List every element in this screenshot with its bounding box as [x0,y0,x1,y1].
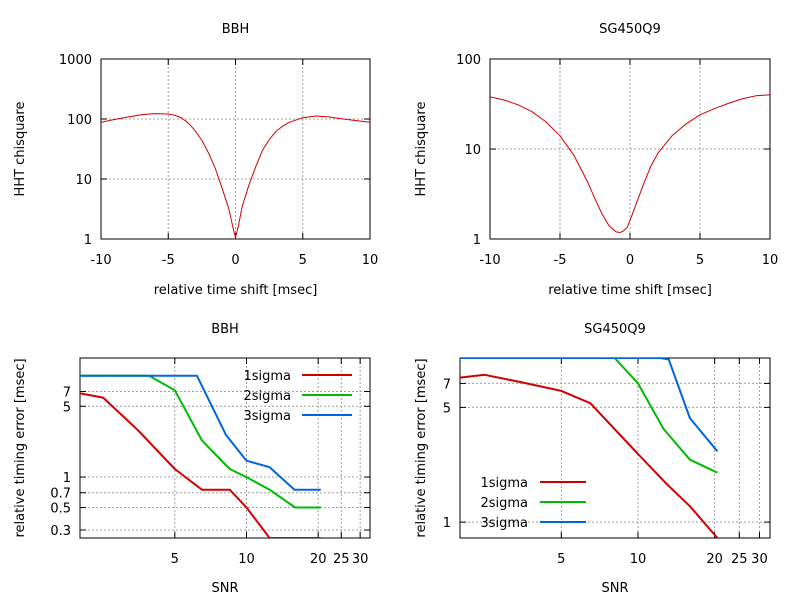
y-tick-label: 10 [75,173,92,188]
y-tick-label: 7 [63,386,71,401]
chart-panel-sg-timing: 5 10 20 25 30 1 5 7 1sigma 2sigma 3sigma SG450Q9 SNR… [414,322,771,596]
legend-label-3sigma: 3sigma [480,516,528,531]
x-tick-label: 25 [731,552,748,567]
x-axis-label: SNR [211,581,238,596]
legend-label-1sigma: 1sigma [480,476,528,491]
y-axis-label: relative timing error [msec] [414,358,429,537]
y-tick-label: 100 [67,113,92,128]
x-tick-label: 10 [762,253,779,268]
legend-label-2sigma: 2sigma [480,496,528,511]
y-tick-label: 5 [63,400,71,415]
x-tick-label: 10 [238,552,255,567]
y-tick-label: 1 [84,233,92,248]
series-line-chisquare [490,94,770,233]
x-tick-label: 0 [231,253,239,268]
y-axis-label: HHT chisquare [414,102,429,197]
y-tick-label: 1 [473,233,481,248]
chart-title: SG450Q9 [599,22,661,37]
x-tick-label: 5 [171,552,179,567]
legend-label-2sigma: 2sigma [243,389,291,404]
y-axis-label: HHT chisquare [13,102,28,197]
x-tick-label: -5 [162,253,175,268]
series-line-2sigma [80,374,321,509]
chart-title: SG450Q9 [584,322,646,337]
x-tick-label: -10 [90,253,111,268]
series-line-3sigma [460,358,719,452]
plot-frame [489,58,771,240]
legend-label-1sigma: 1sigma [243,369,291,384]
x-axis-label: relative time shift [msec] [154,283,318,298]
x-tick-label: 5 [299,253,307,268]
x-tick-label: 25 [333,552,350,567]
y-tick-label: 0.3 [50,524,71,539]
y-axis-label: relative timing error [msec] [13,358,28,537]
x-tick-label: 10 [630,552,647,567]
y-tick-label: 0.5 [50,502,71,517]
plot-frame [459,357,771,539]
x-tick-label: -5 [554,253,567,268]
chart-panel-sg-chisq: -10 -5 0 5 10 1 10 100 SG450Q9 relative time shif… [414,22,778,298]
x-tick-label: 5 [696,253,704,268]
y-tick-label: 100 [456,53,481,68]
plot-frame [79,357,371,539]
x-tick-label: 30 [352,552,369,567]
y-tick-label: 5 [443,401,451,416]
series-line-chisquare [101,113,370,239]
x-tick-label: -10 [479,253,500,268]
chart-title: BBH [211,322,239,337]
chart-panel-bbh-chisq: -10 -5 0 5 10 1 10 100 1000 BBH relative time shif… [13,22,378,298]
y-tick-label: 10 [464,143,481,158]
series-line-3sigma [80,374,321,491]
series-line-1sigma [80,392,321,538]
x-tick-label: 0 [626,253,634,268]
series-line-2sigma [460,358,718,474]
y-tick-label: 1 [63,471,71,486]
y-tick-label: 1 [443,516,451,531]
series-line-1sigma [460,373,719,538]
x-tick-label: 10 [362,253,379,268]
x-tick-label: 5 [557,552,565,567]
x-axis-label: SNR [601,581,628,596]
y-tick-label: 1000 [59,53,92,68]
x-tick-label: 20 [706,552,723,567]
x-tick-label: 30 [751,552,768,567]
y-tick-label: 0.7 [50,487,71,502]
chart-title: BBH [222,22,250,37]
x-tick-label: 20 [310,552,327,567]
y-tick-label: 7 [443,377,451,392]
legend-label-3sigma: 3sigma [243,409,291,424]
x-axis-label: relative time shift [msec] [548,283,712,298]
chart-panel-bbh-timing: 5 10 20 25 300.30.50.71571sigma2sigma3sigmaB… [13,322,371,596]
plot-frame [100,58,371,240]
